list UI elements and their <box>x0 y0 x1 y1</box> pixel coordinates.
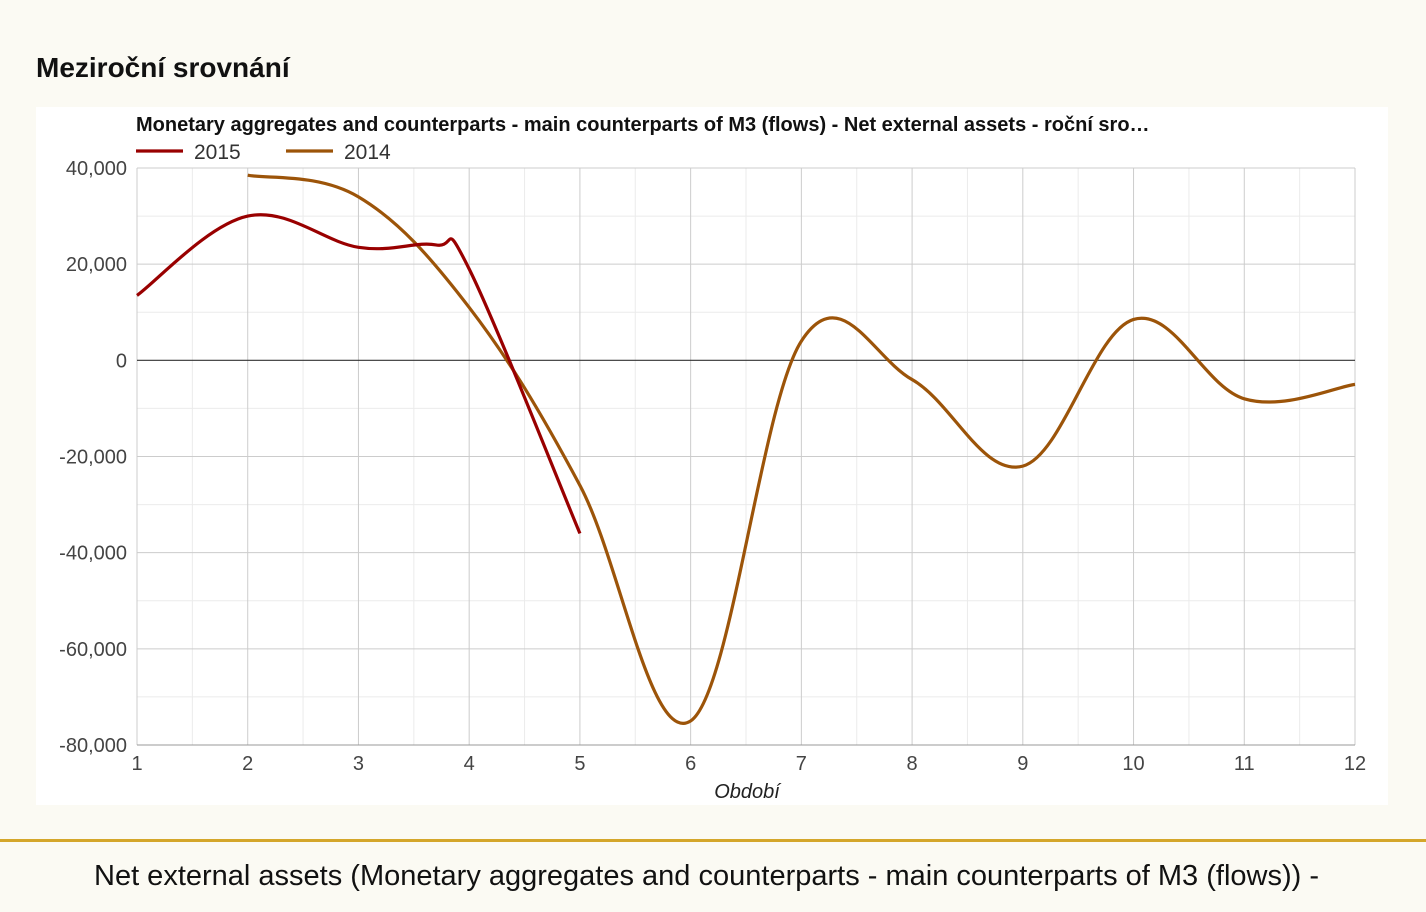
x-tick-label: 3 <box>353 753 364 775</box>
line-chart: Monetary aggregates and counterparts - m… <box>59 114 1366 803</box>
chart-panel: Monetary aggregates and counterparts - m… <box>36 107 1388 805</box>
series-line-2014 <box>247 173 1356 725</box>
x-tick-label: 8 <box>907 753 918 775</box>
x-tick-label: 5 <box>574 753 585 775</box>
y-tick-label: 40,000 <box>66 158 127 180</box>
series-line-2015 <box>136 213 582 535</box>
x-tick-label: 1 <box>131 753 142 775</box>
legend-label-2015: 2015 <box>194 141 241 164</box>
footer-text: Net external assets (Monetary aggregates… <box>94 860 1319 892</box>
x-tick-label: 6 <box>685 753 696 775</box>
x-tick-label: 11 <box>1234 753 1255 775</box>
chart-title: Monetary aggregates and counterparts - m… <box>136 114 1150 136</box>
x-tick-label: 4 <box>464 753 475 775</box>
series-lines <box>136 173 1356 725</box>
legend-label-2014: 2014 <box>344 141 391 164</box>
x-tick-label: 9 <box>1017 753 1028 775</box>
y-tick-label: -80,000 <box>59 735 127 757</box>
y-tick-label: -60,000 <box>59 639 127 661</box>
y-tick-label: 20,000 <box>66 254 127 276</box>
y-tick-label: 0 <box>116 350 127 372</box>
y-tick-label: -40,000 <box>59 543 127 565</box>
x-tick-label: 10 <box>1122 753 1144 775</box>
axes: 40,000 20,000 0 -20,000 -40,000 -60,000 -80,00… <box>59 158 1366 775</box>
divider <box>0 839 1426 842</box>
y-tick-label: -20,000 <box>59 447 127 469</box>
section-title: Meziroční srovnání <box>36 52 290 83</box>
x-tick-label: 2 <box>242 753 253 775</box>
x-tick-label: 7 <box>796 753 807 775</box>
x-axis-label: Období <box>714 781 782 803</box>
grid-lines <box>136 167 1356 746</box>
legend: 2015 2014 <box>136 141 391 164</box>
x-tick-label: 12 <box>1344 753 1366 775</box>
